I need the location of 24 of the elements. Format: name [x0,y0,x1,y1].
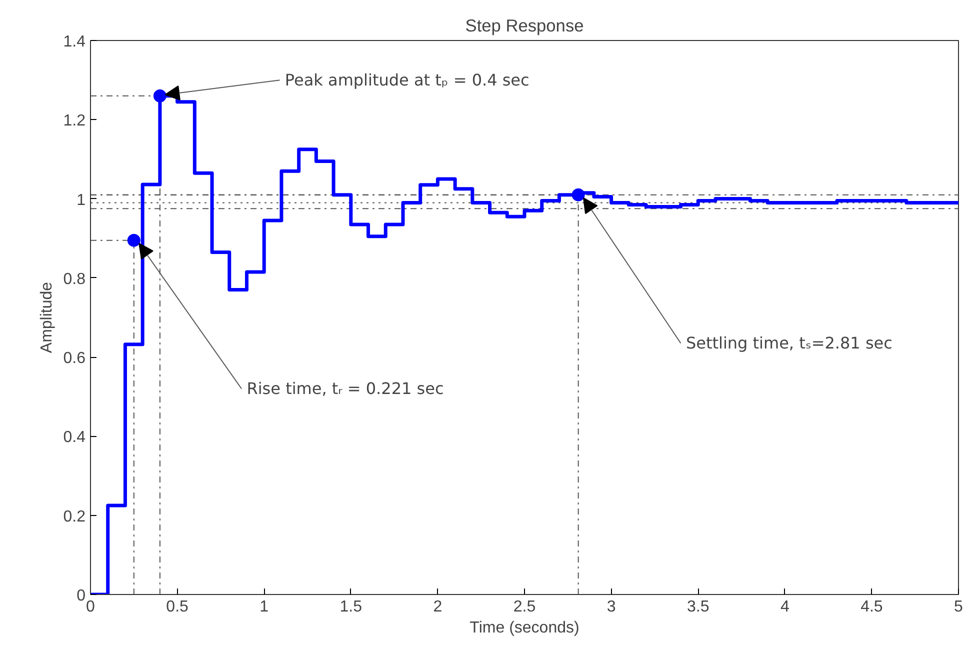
x-tick-label: 4 [780,598,790,616]
y-tick-label: 0.2 [63,508,86,526]
x-tick-label: 3.5 [686,598,710,616]
y-tick-label: 0 [76,588,86,604]
x-tick-label: 4.5 [860,598,883,616]
x-tick-label: 3 [606,598,616,616]
y-axis-title: Amplitude [38,282,56,354]
x-tick-label: 1.5 [340,598,362,616]
y-tick-label: 0.4 [63,429,86,446]
x-tick-label: 2 [433,598,442,616]
y-tick-label: 0.8 [63,270,86,288]
x-tick-label: 1 [260,598,269,616]
annotation: Settling time, tₛ=2.81 sec [686,334,892,353]
y-tick-label: 1.2 [63,112,86,130]
x-tick-label: 0.5 [166,598,189,616]
x-tick-label: 2.5 [513,598,536,616]
y-tick-label: 1.4 [63,34,86,50]
x-axis-title: Time (seconds) [470,620,580,636]
chart-title: Step Response [465,16,584,36]
y-tick-label: 1 [76,192,86,209]
annotation: Rise time, tᵣ = 0.221 sec [246,379,444,398]
x-tick-label: 5 [954,598,964,616]
y-tick-label: 0.6 [63,350,86,368]
annotation: Peak amplitude at tₚ = 0.4 sec [284,70,530,90]
